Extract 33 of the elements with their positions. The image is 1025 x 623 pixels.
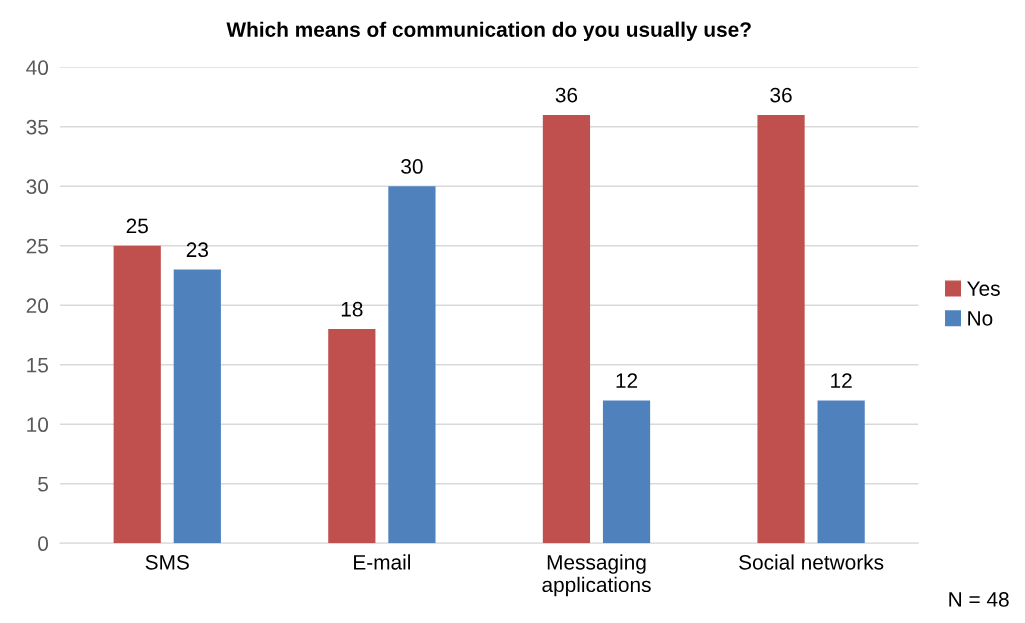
bar: [173, 269, 221, 544]
y-tick-label: 5: [38, 476, 48, 492]
bar: [602, 400, 651, 544]
data-label: 25: [126, 218, 148, 234]
bar: [388, 186, 436, 544]
x-tick-label: Social networks: [739, 554, 884, 570]
x-tick-label: SMS: [145, 554, 189, 570]
data-label: 36: [770, 87, 792, 103]
legend-label: Yes: [967, 281, 1000, 296]
x-tick-label: Messaging applications: [542, 554, 651, 597]
y-tick-label: 20: [26, 298, 49, 314]
y-tick-label: 30: [26, 179, 49, 195]
y-tick-label: 25: [26, 238, 48, 254]
x-tick-label: E-mail: [354, 554, 410, 570]
chart-title: Which means of communication do you usually use?: [226, 21, 751, 42]
data-label: 23: [186, 242, 208, 258]
bar: [542, 114, 591, 544]
text: N = 48: [949, 592, 1009, 607]
data-label: 36: [555, 87, 578, 103]
data-label: 12: [616, 373, 638, 388]
data-label: 18: [341, 301, 363, 317]
y-tick-label: 40: [26, 60, 49, 76]
y-tick-label: 10: [27, 417, 49, 433]
data-label: 12: [831, 373, 852, 388]
bar: [113, 245, 161, 544]
y-tick-label: 0: [38, 536, 49, 552]
y-tick-label: 35: [26, 119, 48, 135]
bar: [328, 329, 376, 544]
data-label: 30: [401, 159, 423, 174]
bar: [757, 114, 805, 544]
bar: [817, 400, 865, 544]
legend-label: No: [968, 311, 993, 326]
y-tick-label: 15: [27, 357, 48, 373]
